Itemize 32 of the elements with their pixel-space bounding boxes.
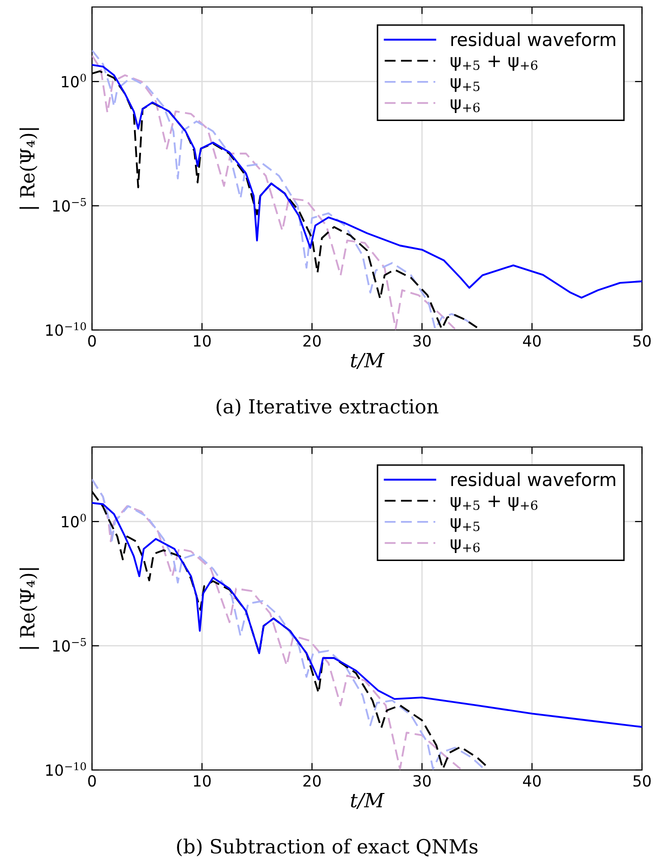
x-tick-label: 40 [523,335,541,347]
x-tick-label: 10 [194,775,211,787]
x-tick-label: 30 [413,335,431,347]
text: (a) Iterative extraction [216,398,438,416]
x-tick-label: 20 [303,775,321,787]
x-tick-label: 20 [303,335,321,347]
x-tick-label: 10 [194,335,211,347]
y-tick-label: 10$^{−5}$ [53,638,86,652]
legend-label: ψ$_{+5}$ [450,78,480,92]
y-tick-label: 10$^{0}$ [62,514,86,528]
legend-label: ψ$_{+5}$ + ψ$_{+6}$ [450,56,538,71]
y-tick-label: 10$^{−10}$ [46,322,86,336]
x-axis-title: t/M [350,353,385,370]
legend-label: ψ$_{+5}$ + ψ$_{+6}$ [450,496,538,511]
text: (b) Subtraction of exact QNMs [177,838,478,856]
y-tick-label: 10$^{−5}$ [53,198,86,212]
y-axis-title: | Re(Ψ₄)| [20,128,39,209]
legend-label: ψ$_{+6}$ [450,539,480,554]
x-axis-title: t/M [350,793,385,810]
x-tick-label: 50 [633,775,651,787]
x-tick-label: 40 [523,775,541,787]
legend-label: residual waveform [451,472,616,486]
x-tick-label: 30 [413,775,431,787]
y-axis-title: | Re(Ψ₄)| [20,568,39,649]
legend-label: ψ$_{+5}$ [450,518,480,532]
x-tick-label: 50 [633,335,651,347]
legend-label: residual waveform [451,32,616,46]
x-tick-label: 0 [88,775,96,787]
y-tick-label: 10$^{0}$ [62,74,86,88]
legend-label: ψ$_{+6}$ [450,99,480,114]
x-tick-label: 0 [88,335,96,347]
y-tick-label: 10$^{−10}$ [46,762,86,776]
